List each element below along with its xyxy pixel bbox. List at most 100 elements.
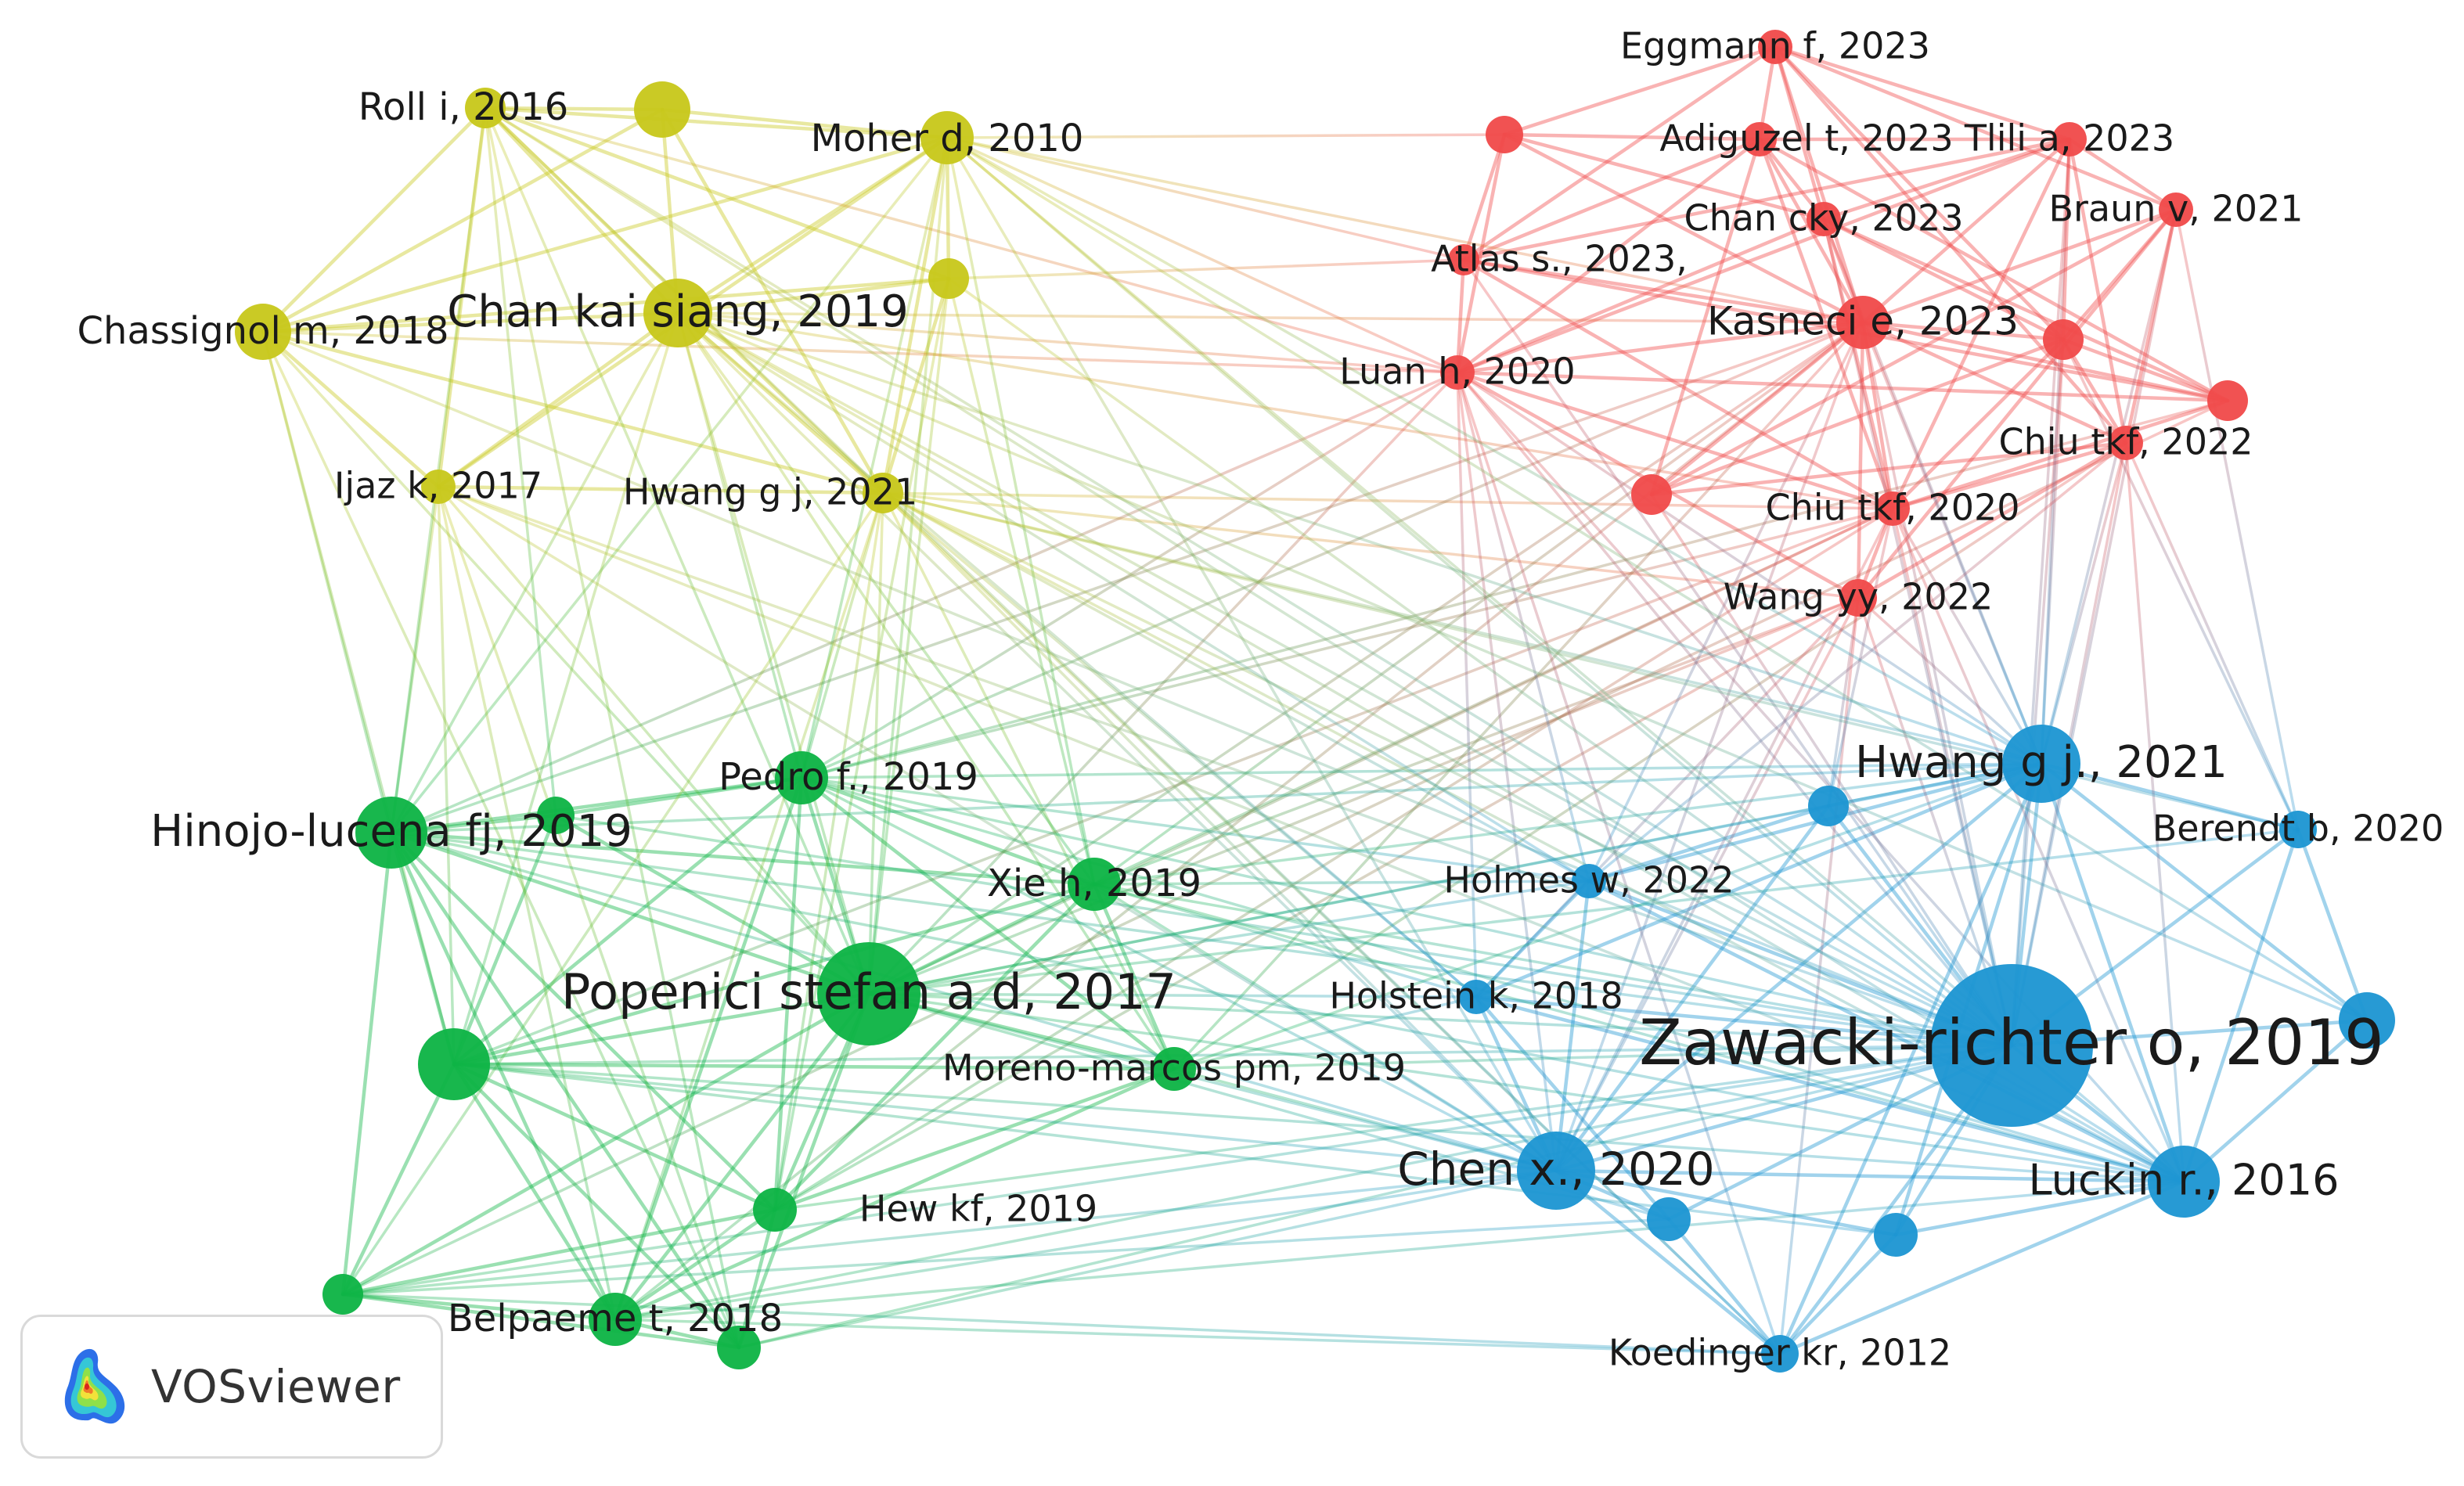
link-xie-kasneci bbox=[1093, 321, 1864, 886]
node-berendt[interactable] bbox=[2279, 811, 2317, 848]
link-zawacki-tlili bbox=[2010, 138, 2071, 1047]
link-hinojo-kasneci bbox=[390, 321, 1864, 834]
node-pedro[interactable] bbox=[775, 751, 828, 804]
node-hinojo[interactable] bbox=[355, 797, 427, 869]
node-koedinger[interactable] bbox=[1761, 1335, 1799, 1373]
node-red_u1[interactable] bbox=[1486, 116, 1523, 153]
link-zawacki-red_u4 bbox=[1650, 493, 2013, 1047]
link-luckin-grn_u2 bbox=[452, 1063, 2185, 1183]
node-belpaeme[interactable] bbox=[589, 1293, 642, 1346]
link-chenx-moher bbox=[946, 136, 1558, 1172]
node-hew[interactable] bbox=[753, 1188, 797, 1232]
link-pedro-hew bbox=[773, 775, 804, 1212]
link-berendt-popenici bbox=[867, 828, 2300, 995]
node-label-ijaz: Ijaz k, 2017 bbox=[334, 465, 542, 507]
node-label-zawacki: Zawacki-richter o, 2019 bbox=[1639, 1006, 2384, 1079]
link-popenici-wangyy bbox=[867, 596, 1860, 995]
link-tlili-chancky bbox=[1821, 137, 2072, 221]
node-red_u4[interactable] bbox=[1631, 474, 1672, 515]
link-grn_u4-hew bbox=[737, 1207, 777, 1350]
link-chenx-grn_u2 bbox=[452, 1063, 1558, 1172]
node-adiguzel[interactable] bbox=[1742, 122, 1777, 157]
node-popenici[interactable] bbox=[817, 942, 920, 1045]
link-moher-luan bbox=[946, 136, 1459, 374]
link-adiguzel-luan bbox=[1455, 137, 1762, 375]
node-chenx[interactable] bbox=[1517, 1132, 1595, 1210]
link-eggmann-chancky bbox=[1773, 45, 1826, 221]
link-roll-chankai bbox=[483, 106, 680, 315]
link-grn_u2-grn_u3 bbox=[340, 1062, 456, 1297]
link-hwang_b-blu_u2 bbox=[2039, 761, 2369, 1023]
node-hwang_b[interactable] bbox=[2002, 725, 2080, 803]
node-roll[interactable] bbox=[465, 88, 506, 128]
link-holstein-luan bbox=[1456, 371, 1478, 998]
node-moreno[interactable] bbox=[1152, 1047, 1196, 1091]
link-yel_u1-moher bbox=[660, 107, 949, 140]
node-grn_u3[interactable] bbox=[322, 1274, 363, 1315]
link-adiguzel-chiu2020 bbox=[1757, 137, 1895, 511]
link-grn_u2-hew bbox=[452, 1062, 777, 1212]
node-blu_u4[interactable] bbox=[1874, 1213, 1918, 1257]
link-chenx-belpaeme bbox=[614, 1169, 1558, 1321]
link-kasneci-red_u3 bbox=[1861, 320, 2230, 403]
node-blu_u2[interactable] bbox=[2339, 992, 2395, 1049]
node-chiu2022[interactable] bbox=[2109, 426, 2143, 460]
node-holmes[interactable] bbox=[1572, 864, 1606, 898]
link-tlili-kasneci bbox=[1861, 137, 2072, 325]
node-label-adiguzel: Adiguzel t, 2023 bbox=[1659, 117, 1953, 160]
node-red_u3[interactable] bbox=[2207, 380, 2248, 421]
node-zawacki[interactable] bbox=[1930, 964, 2093, 1127]
node-holstein[interactable] bbox=[1459, 980, 1493, 1014]
link-xie-chankai bbox=[676, 311, 1096, 886]
link-blu_u2-chankai bbox=[676, 311, 2369, 1022]
node-label-hinojo: Hinojo-lucena fj, 2019 bbox=[150, 806, 632, 857]
node-wangyy[interactable] bbox=[1839, 579, 1877, 617]
node-tlili[interactable] bbox=[2052, 122, 2087, 157]
node-xie[interactable] bbox=[1068, 858, 1121, 911]
link-popenici-chassignol bbox=[261, 330, 870, 995]
link-chenx-grn_u3 bbox=[341, 1169, 1558, 1296]
link-chenx-grn_u4 bbox=[737, 1169, 1558, 1349]
node-eggmann[interactable] bbox=[1758, 30, 1792, 64]
node-label-hew: Hew kf, 2019 bbox=[859, 1188, 1097, 1230]
node-yel_u2[interactable] bbox=[928, 258, 969, 299]
link-koedinger-belpaeme bbox=[614, 1318, 1781, 1355]
link-hinojo-grn_u3 bbox=[340, 830, 394, 1297]
node-chancky[interactable] bbox=[1807, 202, 1841, 236]
link-grn_u1-popenici bbox=[553, 813, 871, 996]
node-grn_u4[interactable] bbox=[717, 1326, 761, 1369]
link-grn_u2-ijaz bbox=[437, 485, 456, 1066]
node-blu_u1[interactable] bbox=[1808, 786, 1849, 826]
node-label-braun: Braun v, 2021 bbox=[2048, 188, 2303, 230]
node-red_u2[interactable] bbox=[2043, 319, 2084, 360]
node-luan[interactable] bbox=[1440, 355, 1475, 390]
node-grn_u1[interactable] bbox=[537, 797, 575, 834]
node-atlas[interactable] bbox=[1448, 244, 1479, 275]
node-blu_u3[interactable] bbox=[1647, 1197, 1691, 1241]
link-chancky-luan bbox=[1455, 217, 1826, 375]
node-chassignol[interactable] bbox=[235, 304, 291, 360]
link-berendt-red_u2 bbox=[2062, 338, 2300, 831]
link-adiguzel-red_u3 bbox=[1757, 137, 2230, 403]
link-zawacki-kasneci bbox=[1861, 321, 2013, 1047]
node-kasneci[interactable] bbox=[1836, 296, 1889, 349]
node-grn_u2[interactable] bbox=[418, 1028, 490, 1100]
node-chankai[interactable] bbox=[643, 279, 712, 347]
node-braun[interactable] bbox=[2159, 192, 2193, 227]
node-label-chassignol: Chassignol m, 2018 bbox=[77, 309, 449, 353]
link-berendt-luckin bbox=[2181, 827, 2300, 1184]
node-hwang_y[interactable] bbox=[863, 473, 903, 513]
node-ijaz[interactable] bbox=[421, 470, 456, 504]
node-moher[interactable] bbox=[920, 111, 974, 164]
link-holmes-chiu2022 bbox=[1587, 441, 2127, 883]
link-luan-chiu2020 bbox=[1455, 370, 1895, 511]
link-holstein-zawacki bbox=[1474, 995, 2014, 1048]
link-luan-red_u3 bbox=[1455, 370, 2230, 403]
node-yel_u1[interactable] bbox=[634, 81, 690, 138]
node-luckin[interactable] bbox=[2148, 1146, 2220, 1218]
link-holmes-popenici bbox=[867, 880, 1590, 995]
link-hwang_b-braun bbox=[2040, 208, 2178, 765]
node-chiu2020[interactable] bbox=[1875, 491, 1910, 526]
node-label-luan: Luan h, 2020 bbox=[1339, 351, 1575, 393]
link-chancky-red_u3 bbox=[1821, 217, 2230, 403]
